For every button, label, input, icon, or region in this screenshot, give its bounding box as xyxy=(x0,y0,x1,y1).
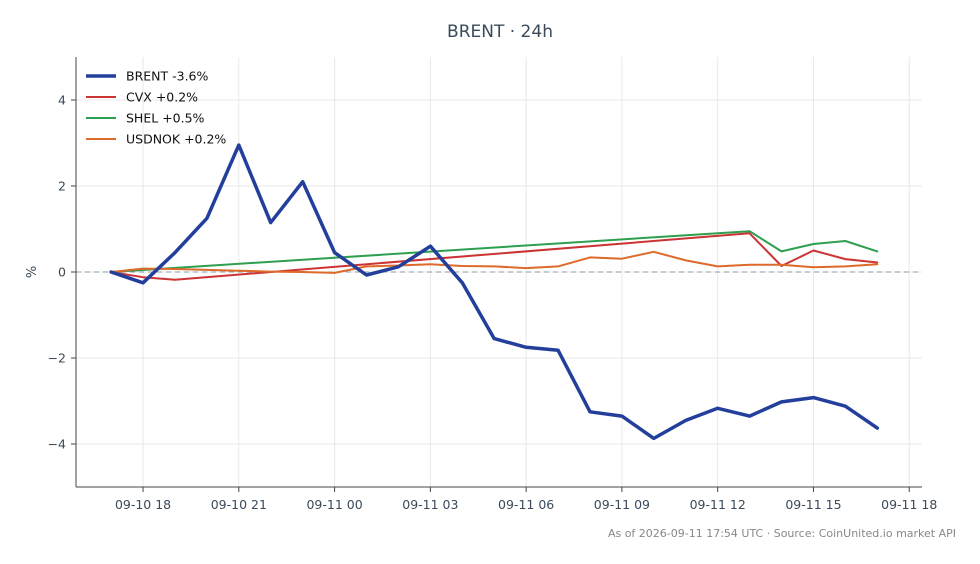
series-line-shel xyxy=(110,230,879,273)
y-tick-label: 0 xyxy=(58,265,66,280)
legend-label-usdnok: USDNOK +0.2% xyxy=(126,132,226,147)
legend-label-shel: SHEL +0.5% xyxy=(126,111,205,126)
y-tick-label: 4 xyxy=(58,93,66,108)
chart-title: BRENT · 24h xyxy=(447,22,553,42)
x-tick-label: 09-11 09 xyxy=(594,497,650,512)
x-tick-label: 09-11 12 xyxy=(690,497,746,512)
x-tick-label: 09-11 03 xyxy=(402,497,458,512)
x-tick-label: 09-10 21 xyxy=(211,497,267,512)
y-axis-label: % xyxy=(25,266,40,278)
legend: BRENT -3.6% CVX +0.2% SHEL +0.5% USDNOK +0.… xyxy=(86,69,226,147)
chart-footer: As of 2026-09-11 17:54 UTC · Source: Coi… xyxy=(608,527,956,540)
y-tick-label: 2 xyxy=(58,179,66,194)
x-tick-label: 09-11 00 xyxy=(306,497,362,512)
y-tick-label: −4 xyxy=(48,437,66,452)
grid xyxy=(76,57,922,487)
y-tick-label: −2 xyxy=(48,351,66,366)
axes: −4 −2 0 2 4 09-10 18 09-10 21 09-11 00 09-11 03 0… xyxy=(48,57,937,512)
series-line-usdnok xyxy=(110,250,879,274)
legend-label-cvx: CVX +0.2% xyxy=(126,90,198,105)
x-tick-label: 09-11 18 xyxy=(881,497,937,512)
x-tick-label: 09-11 15 xyxy=(785,497,841,512)
legend-label-brent: BRENT -3.6% xyxy=(126,69,209,84)
series-line-brent xyxy=(109,143,880,441)
series-lines xyxy=(109,143,880,441)
x-tick-label: 09-10 18 xyxy=(115,497,171,512)
x-tick-label: 09-11 06 xyxy=(498,497,554,512)
